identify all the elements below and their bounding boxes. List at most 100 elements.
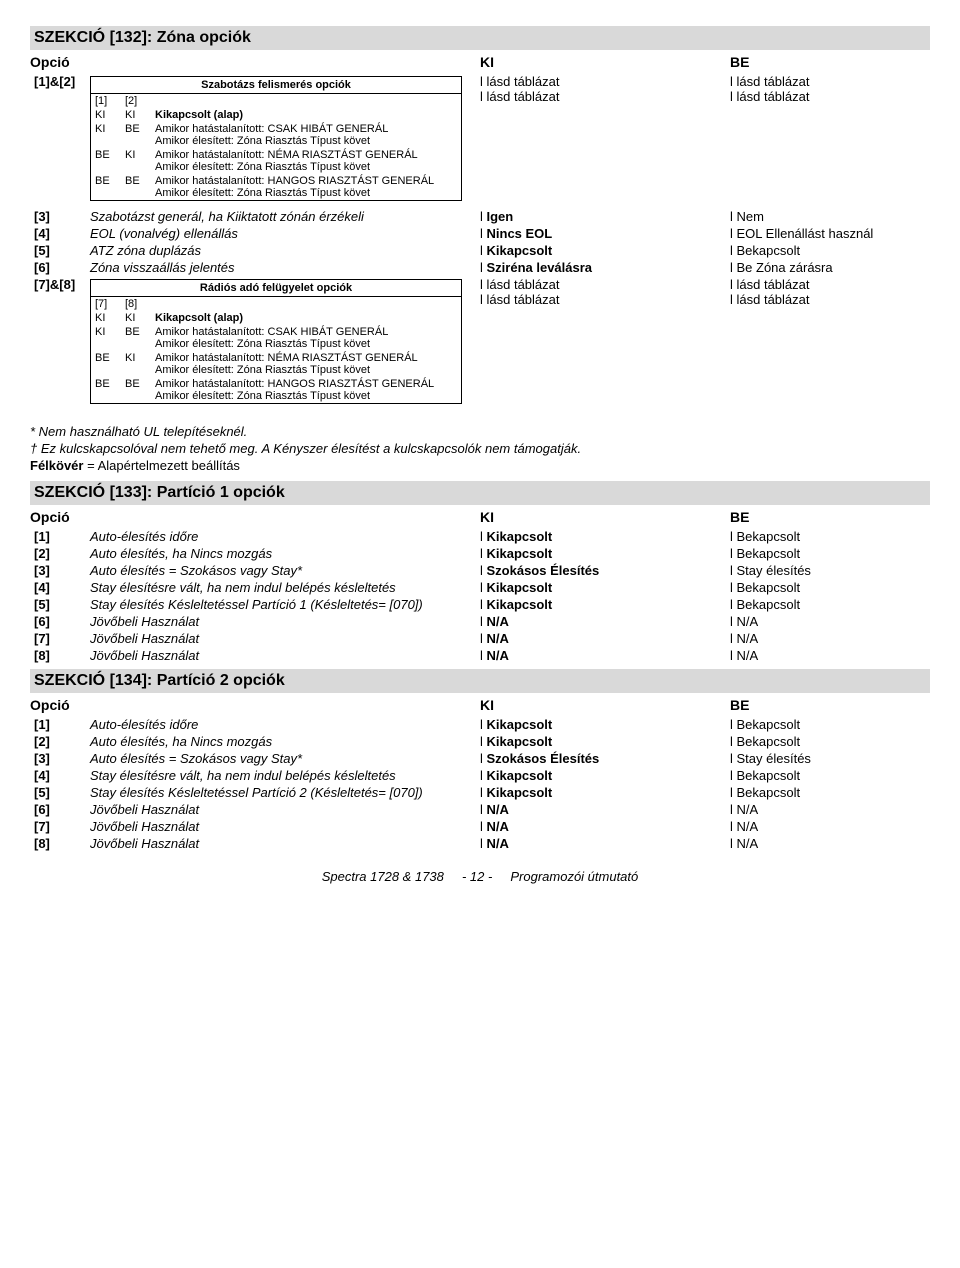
sub-col-1: [1] <box>91 94 121 108</box>
sub-cell-1: KI <box>91 108 121 122</box>
row-idx: [1] <box>30 529 90 544</box>
row-idx: [2] <box>30 734 90 749</box>
row-be: l N/A <box>730 631 930 646</box>
row-desc: Jövőbeli Használat <box>90 802 480 817</box>
sub-cell-2: KI <box>121 351 151 377</box>
footer-left: Spectra 1728 & 1738 <box>322 869 444 884</box>
row-desc: Jövőbeli Használat <box>90 631 480 646</box>
sub-col-1: [7] <box>91 297 121 311</box>
option-row: [5]Stay élesítés Késleltetéssel Partíció… <box>30 597 930 612</box>
row-be: l Nem <box>730 209 930 224</box>
row-idx: [4] <box>30 768 90 783</box>
row-idx: [5] <box>30 597 90 612</box>
row-7-8: [7]&[8] Rádiós adó felügyelet opciók [7]… <box>30 277 930 410</box>
subtable-title: Szabotázs felismerés opciók <box>91 77 461 94</box>
row-idx: [8] <box>30 836 90 851</box>
row78-ki-2: l lásd táblázat <box>480 292 730 307</box>
row-ki: l Szokásos Élesítés <box>480 563 730 578</box>
sub-cell-desc: Amikor hatástalanított: NÉMA RIASZTÁST G… <box>151 148 461 174</box>
header-opcio: Opció <box>30 509 90 525</box>
row-ki: l Szokásos Élesítés <box>480 751 730 766</box>
sub-cell-desc: Kikapcsolt (alap) <box>151 108 461 122</box>
sub-cell-desc: Amikor hatástalanított: CSAK HIBÁT GENER… <box>151 122 461 148</box>
section-134-header: Opció KI BE <box>30 697 930 713</box>
header-be: BE <box>730 697 930 713</box>
row-be: l N/A <box>730 614 930 629</box>
header-be: BE <box>730 54 930 70</box>
row-idx: [1] <box>30 717 90 732</box>
row-ki: l Sziréna leválásra <box>480 260 730 275</box>
header-be: BE <box>730 509 930 525</box>
row-ki: l N/A <box>480 802 730 817</box>
header-opcio: Opció <box>30 54 90 70</box>
row-be: l Bekapcsolt <box>730 597 930 612</box>
subtable-title: Rádiós adó felügyelet opciók <box>91 280 461 297</box>
row-ki: l Igen <box>480 209 730 224</box>
sub-cell-2: BE <box>121 377 151 403</box>
row-idx: [7]&[8] <box>30 277 90 292</box>
row-be: l Bekapcsolt <box>730 734 930 749</box>
sub-cell-2: KI <box>121 108 151 122</box>
subtable-row: KIKIKikapcsolt (alap) <box>91 311 461 325</box>
subtable-row: BEKIAmikor hatástalanított: NÉMA RIASZTÁ… <box>91 148 461 174</box>
sub-col-2: [2] <box>121 94 151 108</box>
note-3-bold: Félkövér <box>30 458 83 473</box>
row-desc: Jövőbeli Használat <box>90 614 480 629</box>
sub-cell-1: BE <box>91 351 121 377</box>
row-desc: Jövőbeli Használat <box>90 819 480 834</box>
sub-cell-desc: Kikapcsolt (alap) <box>151 311 461 325</box>
sub-cell-1: BE <box>91 174 121 200</box>
option-row: [6]Jövőbeli Használatl N/Al N/A <box>30 802 930 817</box>
row-ki: l Kikapcsolt <box>480 785 730 800</box>
section-132-header: Opció KI BE <box>30 54 930 70</box>
row-be: l Stay élesítés <box>730 751 930 766</box>
row-desc: Stay élesítésre vált, ha nem indul belép… <box>90 580 480 595</box>
row-ki: l Kikapcsolt <box>480 243 730 258</box>
option-row: [6]Jövőbeli Használatl N/Al N/A <box>30 614 930 629</box>
sub-cell-desc: Amikor hatástalanított: HANGOS RIASZTÁST… <box>151 174 461 200</box>
row-be: l Bekapcsolt <box>730 546 930 561</box>
row-be: l N/A <box>730 648 930 663</box>
row-idx: [3] <box>30 563 90 578</box>
option-row: [5]ATZ zóna duplázásl Kikapcsoltl Bekapc… <box>30 243 930 258</box>
option-row: [2]Auto élesítés, ha Nincs mozgásl Kikap… <box>30 734 930 749</box>
row-desc: Auto élesítés = Szokásos vagy Stay* <box>90 563 480 578</box>
row12-be-2: l lásd táblázat <box>730 89 930 104</box>
sub-cell-desc: Amikor hatástalanított: CSAK HIBÁT GENER… <box>151 325 461 351</box>
row-be: l EOL Ellenállást használ <box>730 226 930 241</box>
sub-cell-desc: Amikor hatástalanított: NÉMA RIASZTÁST G… <box>151 351 461 377</box>
row-ki: l Kikapcsolt <box>480 529 730 544</box>
row78-be-1: l lásd táblázat <box>730 277 930 292</box>
sub-cell-2: BE <box>121 122 151 148</box>
footer-mid: - 12 - <box>462 869 492 884</box>
subtable-row: KIBEAmikor hatástalanított: CSAK HIBÁT G… <box>91 325 461 351</box>
note-3-rest: = Alapértelmezett beállítás <box>83 458 239 473</box>
sub-cell-2: BE <box>121 174 151 200</box>
notes-block: * Nem használható UL telepítéseknél. † E… <box>30 424 930 475</box>
row12-be-1: l lásd táblázat <box>730 74 930 89</box>
row-be: l Bekapcsolt <box>730 785 930 800</box>
row-desc: Stay élesítés Késleltetéssel Partíció 1 … <box>90 597 480 612</box>
sub-cell-1: BE <box>91 377 121 403</box>
row-desc: Auto élesítés, ha Nincs mozgás <box>90 734 480 749</box>
section-134-title: SZEKCIÓ [134]: Partíció 2 opciók <box>30 669 930 693</box>
row-idx: [7] <box>30 819 90 834</box>
row-be: l N/A <box>730 802 930 817</box>
row-be: l Stay élesítés <box>730 563 930 578</box>
row-be: l Be Zóna zárásra <box>730 260 930 275</box>
row-be: l Bekapcsolt <box>730 243 930 258</box>
header-ki: KI <box>480 697 730 713</box>
row-desc: Jövőbeli Használat <box>90 648 480 663</box>
row-be: l Bekapcsolt <box>730 529 930 544</box>
row78-be-2: l lásd táblázat <box>730 292 930 307</box>
sub-cell-desc: Amikor hatástalanított: HANGOS RIASZTÁST… <box>151 377 461 403</box>
row-ki: l N/A <box>480 819 730 834</box>
subtable-row: BEBEAmikor hatástalanított: HANGOS RIASZ… <box>91 377 461 403</box>
header-ki: KI <box>480 509 730 525</box>
subtable-row: BEKIAmikor hatástalanított: NÉMA RIASZTÁ… <box>91 351 461 377</box>
row-desc: EOL (vonalvég) ellenállás <box>90 226 480 241</box>
row-desc: Auto-élesítés időre <box>90 529 480 544</box>
option-row: [7]Jövőbeli Használatl N/Al N/A <box>30 819 930 834</box>
row-be: l N/A <box>730 836 930 851</box>
row-idx: [3] <box>30 209 90 224</box>
